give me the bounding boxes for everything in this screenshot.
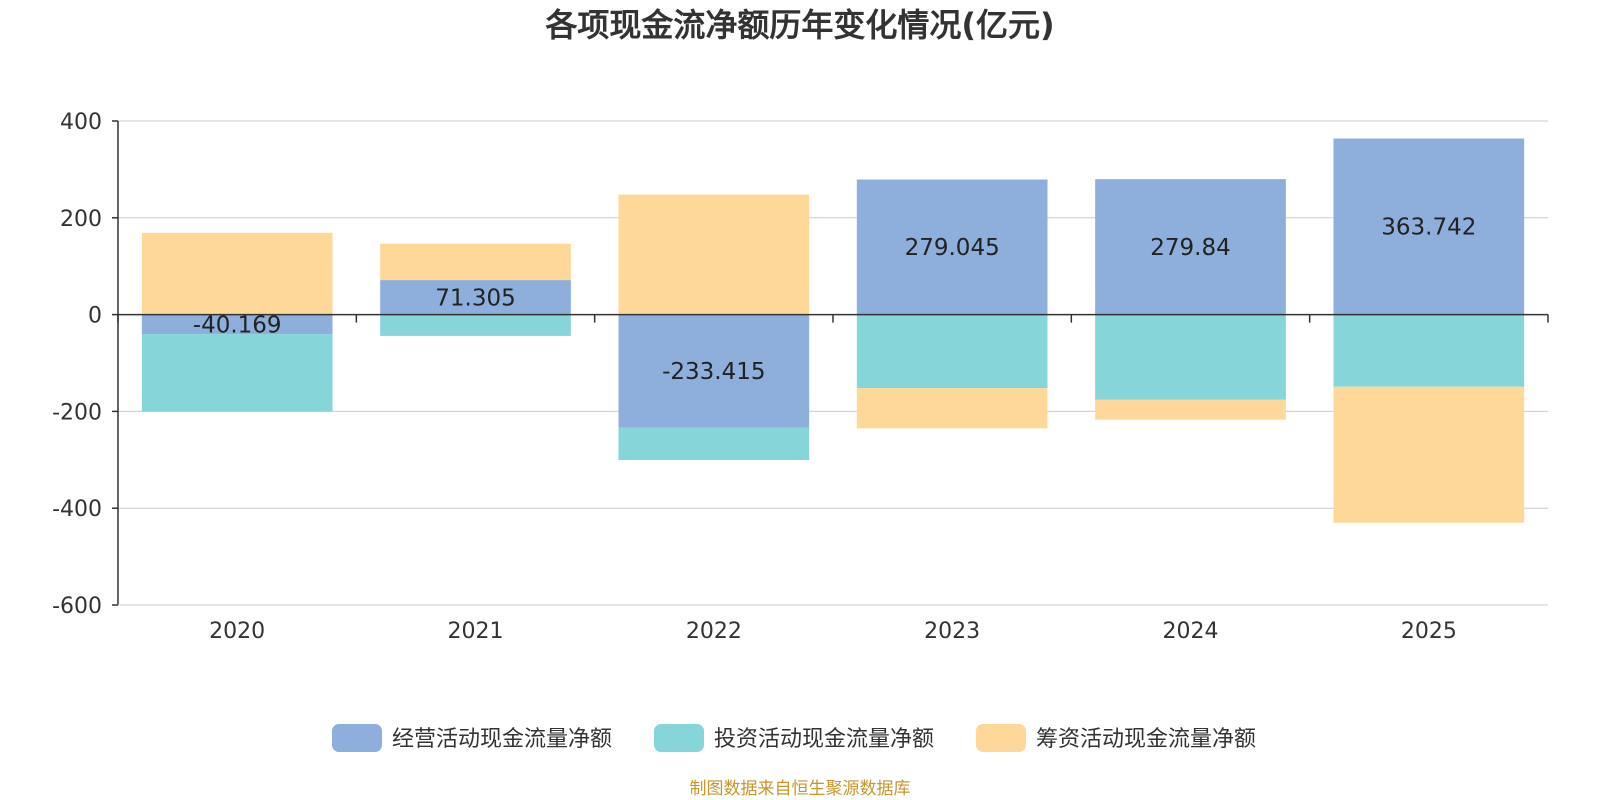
bar-segment (856, 388, 1048, 429)
data-label: -233.415 (662, 359, 765, 385)
bar-segment (380, 280, 571, 315)
y-tick-label: -200 (52, 400, 102, 425)
data-labels: -40.169 71.305 -233.415 279.045 279.84 363.74… (193, 215, 1477, 386)
y-tick-label: 200 (60, 207, 102, 232)
y-tick-label: -400 (52, 497, 102, 522)
data-label: 279.045 (905, 235, 1000, 261)
bar-segment (141, 314, 333, 335)
bar-segment (1333, 386, 1525, 523)
bar-segment (618, 194, 810, 315)
bar-segment (1333, 138, 1525, 315)
axes: 400 200 0 -200 -400 -600 2020 2021 2022 2023 2024 2… (52, 110, 1549, 644)
bar-segment (141, 334, 333, 412)
data-label: 279.84 (1150, 235, 1230, 261)
data-label: 71.305 (435, 285, 515, 311)
x-tick-label: 2021 (448, 619, 504, 644)
bar-segment (1095, 399, 1286, 420)
bar-segment (380, 243, 571, 281)
legend-swatch (976, 724, 1026, 752)
legend-label: 筹资活动现金流量净额 (1036, 727, 1256, 752)
bar-segment (856, 179, 1048, 315)
chart-title: 各项现金流净额历年变化情况(亿元) (545, 6, 1054, 44)
data-label: 363.742 (1381, 215, 1476, 241)
bar-segment (618, 314, 810, 428)
legend: 经营活动现金流量净额 投资活动现金流量净额 筹资活动现金流量净额 (332, 724, 1256, 752)
x-tick-label: 2023 (924, 619, 980, 644)
bar-segment (1095, 179, 1286, 315)
bar-segment (141, 232, 333, 315)
x-tick-label: 2022 (686, 619, 742, 644)
bar-segment (380, 314, 571, 336)
y-tick-label: -600 (52, 594, 102, 619)
x-tick-label: 2020 (209, 619, 265, 644)
legend-swatch (332, 724, 382, 752)
x-tick-label: 2024 (1163, 619, 1219, 644)
x-tick-label: 2025 (1401, 619, 1457, 644)
bar-segment (1095, 314, 1286, 400)
bar-segment (856, 314, 1048, 389)
legend-label: 投资活动现金流量净额 (714, 727, 934, 752)
bar-segment (618, 427, 810, 461)
bars (141, 138, 1525, 523)
data-label: -40.169 (193, 312, 282, 338)
y-tick-label: 0 (88, 304, 102, 329)
bar-segment (1333, 314, 1525, 387)
y-tick-label: 400 (60, 110, 102, 135)
source-note: 制图数据来自恒生聚源数据库 (690, 779, 911, 799)
legend-label: 经营活动现金流量净额 (392, 727, 612, 752)
legend-swatch (654, 724, 704, 752)
